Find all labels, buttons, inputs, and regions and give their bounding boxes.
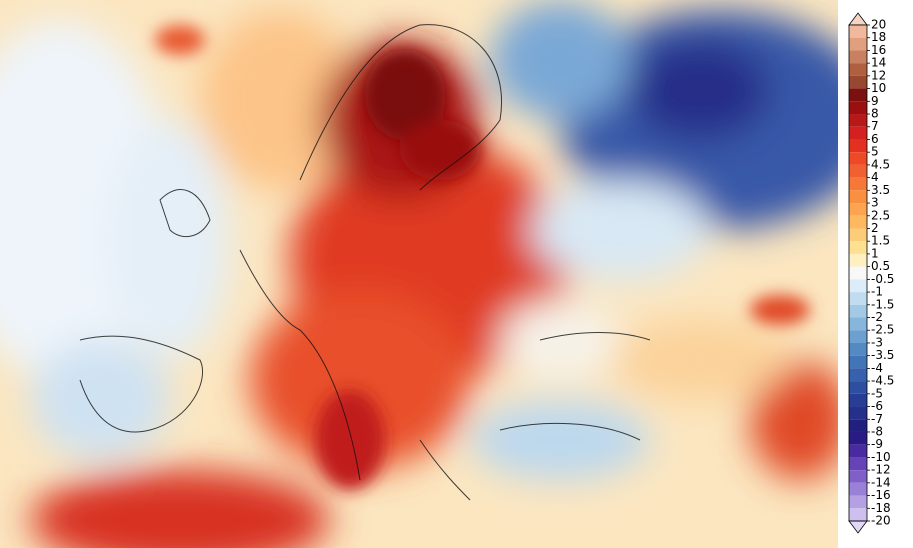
- colorbar-tick-label: -1: [871, 285, 883, 299]
- colorbar-frame: [848, 24, 868, 522]
- colorbar: 201816141210987654.543.532.521.510.5-0.5…: [848, 12, 894, 534]
- colorbar-tick-label: 20: [871, 18, 886, 32]
- colorbar-tick-label: -4: [871, 361, 883, 375]
- colorbar-tick-label: 6: [871, 132, 879, 146]
- colorbar-segment: [849, 419, 867, 432]
- coastlines: [79, 24, 651, 501]
- colorbar-segment: [849, 393, 867, 407]
- colorbar-tick-label: -2.5: [871, 323, 894, 337]
- colorbar-segment: [849, 50, 867, 64]
- colorbar-tick-label: 7: [871, 119, 879, 133]
- colorbar-segment: [849, 37, 867, 51]
- colorbar-tick-label: 1: [871, 246, 879, 260]
- colorbar-extend-bottom: [848, 520, 868, 534]
- colorbar-tick-label: -20: [871, 514, 891, 528]
- colorbar-tick-label: 1.5: [871, 234, 890, 248]
- colorbar-segment: [849, 355, 867, 369]
- colorbar-tick-label: 9: [871, 94, 879, 108]
- colorbar-tick-label: 16: [871, 43, 886, 57]
- colorbar-segment: [849, 508, 867, 521]
- colorbar-segment: [849, 101, 867, 115]
- colorbar-segment: [849, 381, 867, 394]
- colorbar-segment: [849, 495, 867, 509]
- colorbar-segment: [849, 203, 867, 216]
- colorbar-tick-label: -14: [871, 475, 891, 489]
- colorbar-tick-label: 4.5: [871, 157, 890, 171]
- colorbar-tick-label: -18: [871, 501, 891, 515]
- colorbar-segment: [849, 114, 867, 127]
- colorbar-tick-label: -5: [871, 386, 883, 400]
- colorbar-tick-label: -7: [871, 412, 883, 426]
- colorbar-segment: [849, 431, 867, 445]
- colorbar-segment: [849, 215, 867, 229]
- colorbar-segment: [849, 266, 867, 280]
- colorbar-tick-label: -12: [871, 463, 891, 477]
- anomaly-detail: [155, 25, 810, 490]
- colorbar-tick-label: 0.5: [871, 259, 890, 273]
- colorbar-tick-label: -16: [871, 488, 891, 502]
- colorbar-segment: [849, 63, 867, 76]
- colorbar-segment: [849, 444, 867, 458]
- colorbar-segment: [849, 88, 867, 102]
- colorbar-tick-label: -0.5: [871, 272, 894, 286]
- colorbar-segment: [849, 126, 867, 140]
- colorbar-tick-label: 14: [871, 56, 886, 70]
- colorbar-segment: [849, 292, 867, 305]
- colorbar-segment: [849, 279, 867, 293]
- colorbar-segment: [849, 406, 867, 420]
- colorbar-tick-label: 10: [871, 81, 886, 95]
- colorbar-segment: [849, 330, 867, 343]
- colorbar-tick-label: 3: [871, 196, 879, 210]
- colorbar-segment: [849, 368, 867, 382]
- colorbar-tick-label: 18: [871, 30, 886, 44]
- colorbar-segment: [849, 241, 867, 254]
- colorbar-segment: [849, 342, 867, 356]
- anomaly-map: [0, 0, 838, 548]
- colorbar-tick-label: -2: [871, 310, 883, 324]
- colorbar-segment: [849, 482, 867, 496]
- colorbar-segment: [849, 470, 867, 483]
- colorbar-segment: [849, 75, 867, 89]
- colorbar-tick-label: 5: [871, 145, 879, 159]
- colorbar-tick-label: -10: [871, 450, 891, 464]
- colorbar-segment: [849, 190, 867, 204]
- colorbar-segment: [849, 253, 867, 267]
- colorbar-tick-label: -9: [871, 437, 883, 451]
- colorbar-tick-label: -6: [871, 399, 883, 413]
- colorbar-tick-label: 8: [871, 107, 879, 121]
- colorbar-tick-label: -3.5: [871, 348, 894, 362]
- colorbar-segment: [849, 177, 867, 191]
- colorbar-segment: [849, 152, 867, 165]
- colorbar-segment: [849, 25, 867, 38]
- colorbar-tick-label: 4: [871, 170, 879, 184]
- colorbar-tick-label: -4.5: [871, 374, 894, 388]
- colorbar-tick-label: -8: [871, 424, 883, 438]
- colorbar-extend-top: [848, 12, 868, 26]
- colorbar-tick-label: -1.5: [871, 297, 894, 311]
- colorbar-segment: [849, 164, 867, 178]
- colorbar-segment: [849, 139, 867, 153]
- colorbar-tick-label: 3.5: [871, 183, 890, 197]
- colorbar-tick-label: -3: [871, 335, 883, 349]
- colorbar-segment: [849, 304, 867, 318]
- colorbar-segment: [849, 317, 867, 331]
- colorbar-segment: [849, 457, 867, 471]
- colorbar-tick-label: 2: [871, 221, 879, 235]
- colorbar-tick-label: 12: [871, 68, 886, 82]
- colorbar-segment: [849, 228, 867, 242]
- colorbar-tick-label: 2.5: [871, 208, 890, 222]
